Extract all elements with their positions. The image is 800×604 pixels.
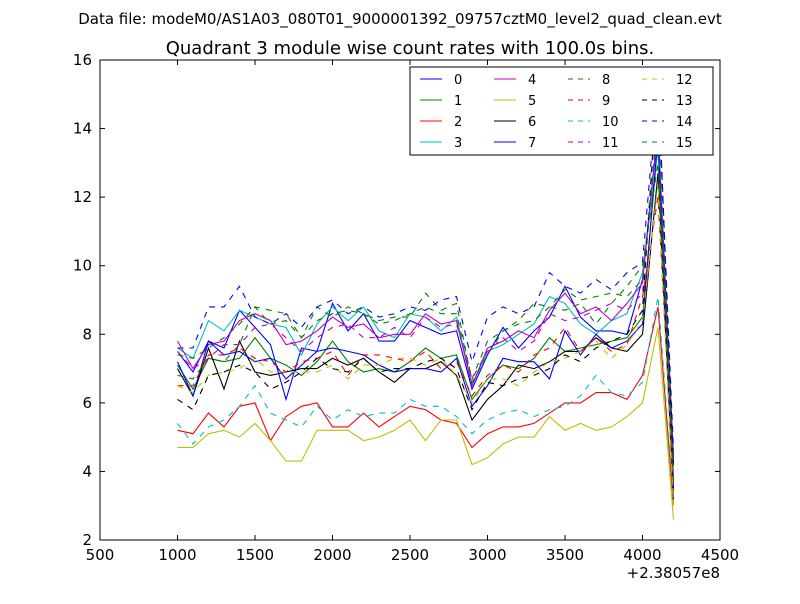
series-line-9	[177, 197, 675, 486]
y-tick-label: 16	[73, 51, 92, 69]
y-tick-label: 8	[82, 325, 92, 343]
legend-label-12: 12	[676, 73, 693, 88]
y-tick-label: 14	[73, 120, 92, 138]
legend-label-4: 4	[528, 73, 536, 88]
legend-label-0: 0	[454, 73, 462, 88]
legend-label-14: 14	[676, 115, 693, 130]
series-line-0	[177, 128, 675, 458]
x-tick-label: 4500	[701, 546, 739, 564]
y-tick-label: 2	[82, 531, 92, 549]
x-offset-label: +2.38057e8	[627, 564, 720, 582]
legend-box	[409, 66, 714, 156]
x-tick-label: 2000	[313, 546, 351, 564]
legend-label-7: 7	[528, 136, 536, 151]
legend-label-15: 15	[676, 136, 693, 151]
series-line-11	[177, 111, 675, 465]
series-line-10	[177, 296, 675, 499]
series-line-14	[177, 80, 675, 451]
legend-label-10: 10	[602, 115, 619, 130]
x-tick-label: 500	[86, 546, 115, 564]
legend-label-11: 11	[602, 136, 619, 151]
legend-label-1: 1	[454, 94, 462, 109]
legend-label-6: 6	[528, 115, 536, 130]
x-tick-label: 3500	[546, 546, 584, 564]
series-layer	[176, 70, 675, 520]
x-tick-label: 4000	[623, 546, 661, 564]
series-line-13	[177, 70, 675, 472]
series-line-1	[177, 142, 675, 493]
series-line-5	[177, 327, 675, 520]
legend-label-3: 3	[454, 136, 462, 151]
series-line-12	[177, 183, 675, 506]
series-line-6	[177, 173, 675, 499]
legend-label-9: 9	[602, 94, 610, 109]
x-tick-label: 3000	[468, 546, 506, 564]
chart-suptitle: Data file: modeM0/AS1A03_080T01_90000013…	[78, 10, 722, 29]
x-tick-label: 1000	[158, 546, 196, 564]
legend-label-5: 5	[528, 94, 536, 109]
y-tick-label: 12	[73, 188, 92, 206]
series-line-7	[176, 135, 675, 489]
y-tick-label: 4	[82, 462, 92, 480]
chart-title: Quadrant 3 module wise count rates with …	[166, 38, 655, 59]
series-line-8	[177, 162, 675, 462]
legend-label-13: 13	[676, 94, 693, 109]
x-tick-label: 2500	[391, 546, 429, 564]
y-tick-label: 10	[73, 257, 92, 275]
y-tick-label: 6	[82, 394, 92, 412]
legend-label-8: 8	[602, 73, 610, 88]
x-tick-label: 1500	[236, 546, 274, 564]
series-line-4	[177, 125, 675, 482]
legend-label-2: 2	[454, 115, 462, 130]
series-line-2	[177, 306, 675, 506]
axes-layer: 500 1000 1500 2000 2500 3000 3500 4000 4500 2 4 6 8 1…	[73, 51, 739, 564]
